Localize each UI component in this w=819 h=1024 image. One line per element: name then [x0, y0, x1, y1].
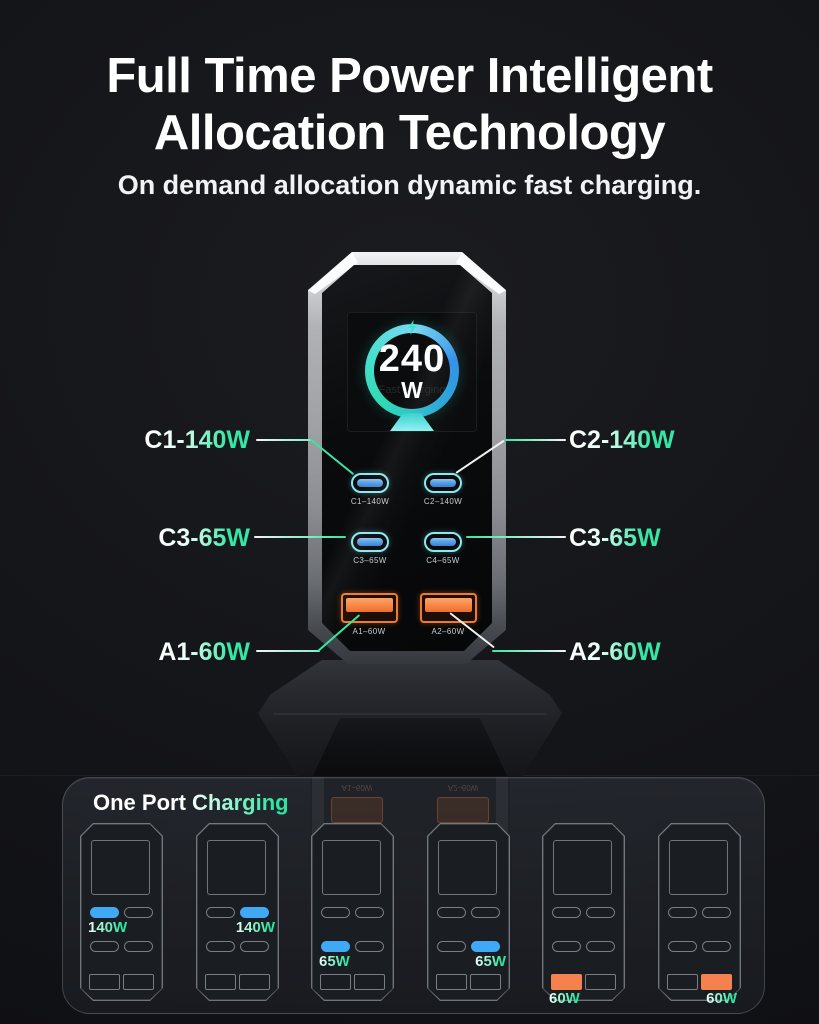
page-title: Full Time Power Intelligent Allocation T…: [0, 48, 819, 162]
mini-usbc-port: [437, 907, 466, 918]
display-faint-label: Fast charging: [378, 384, 446, 396]
panel-title-white: One Port: [93, 790, 193, 815]
mini-usbc-port: [124, 907, 153, 918]
mini-usbc-port-active: [471, 941, 500, 952]
mini-charger-screen: [553, 840, 612, 895]
mini-usba-port: [585, 974, 616, 990]
mini-usbc-port: [90, 941, 119, 952]
usbc-port-c4: [424, 532, 462, 552]
mini-usbc-port: [668, 941, 697, 952]
mini-usbc-port: [586, 941, 615, 952]
mini-usbc-port: [668, 907, 697, 918]
mini-usba-port-active: [551, 974, 582, 990]
port-label-c3: C3–65W: [353, 556, 387, 565]
mini-charger-screen: [91, 840, 150, 895]
title-line-1: Full Time Power Intelligent: [106, 49, 713, 103]
callout-label-c2: C2-140W: [569, 426, 675, 454]
mini-watt-label: 140W: [88, 919, 128, 936]
callout-line: [466, 536, 566, 538]
mini-usba-port: [89, 974, 120, 990]
mini-usbc-port: [206, 907, 235, 918]
callout-label-c1: C1-140W: [144, 426, 250, 454]
mini-usbc-port: [437, 941, 466, 952]
usbc-port-c1: [351, 473, 389, 493]
stand-ridge: [273, 713, 547, 716]
mini-usbc-port: [586, 907, 615, 918]
mini-usbc-port: [355, 941, 384, 952]
mini-charger-c1: 140W: [80, 823, 163, 1001]
mini-watt-label: 140W: [235, 919, 275, 936]
callout-label-a1: A1-60W: [158, 638, 250, 666]
one-port-charging-panel: One Port Charging 140W 140W: [62, 777, 765, 1014]
mini-usba-port: [470, 974, 501, 990]
display-watts-value: 240: [378, 338, 446, 380]
mini-watt-label: 65W: [319, 953, 350, 970]
mini-usba-port: [667, 974, 698, 990]
mini-usbc-port: [124, 941, 153, 952]
lightning-icon: [348, 320, 476, 340]
usbc-port-c3: [351, 532, 389, 552]
port-label-c2: C2–140W: [423, 497, 463, 506]
mini-charger-screen: [322, 840, 381, 895]
mini-usbc-port-active: [240, 907, 269, 918]
display-watts-unit: W: [401, 377, 423, 403]
mini-usba-port: [320, 974, 351, 990]
callout-line: [256, 650, 320, 652]
mini-usba-port: [354, 974, 385, 990]
mini-usbc-port: [355, 907, 384, 918]
mini-charger-c2: 140W: [196, 823, 279, 1001]
title-line-2: Allocation Technology: [153, 106, 666, 160]
mini-usbc-port-active: [321, 941, 350, 952]
port-label-c1: C1–140W: [350, 497, 390, 506]
callout-line: [254, 536, 346, 538]
mini-usba-port-active: [701, 974, 732, 990]
mini-usba-port: [239, 974, 270, 990]
panel-title: One Port Charging: [93, 790, 289, 816]
usba-port-a1: [341, 593, 398, 623]
mini-usbc-port: [471, 907, 500, 918]
callout-label-a2: A2-60W: [569, 638, 661, 666]
mini-usba-port: [205, 974, 236, 990]
callout-line: [492, 650, 566, 652]
mini-charger-screen: [669, 840, 728, 895]
mini-usba-port: [436, 974, 467, 990]
reflection-usba-port: [437, 797, 489, 823]
reflection-usba-port: [331, 797, 383, 823]
usbc-port-c2: [424, 473, 462, 493]
mini-watt-label: 60W: [549, 990, 580, 1007]
mini-watt-label: 65W: [475, 953, 506, 970]
callout-label-c3-left: C3-65W: [158, 524, 250, 552]
mini-usbc-port: [702, 941, 731, 952]
mini-usbc-port: [206, 941, 235, 952]
panel-title-green: Charging: [192, 790, 289, 815]
mini-charger-screen: [438, 840, 497, 895]
usba-port-a2: [420, 593, 477, 623]
charger-stand: [258, 660, 562, 776]
mini-watt-label: 60W: [706, 990, 737, 1007]
mini-usba-port: [123, 974, 154, 990]
mini-charger-a2: 60W: [658, 823, 741, 1007]
mini-usbc-port: [552, 907, 581, 918]
mini-usbc-port-active: [90, 907, 119, 918]
mini-charger-screen: [207, 840, 266, 895]
mini-usbc-port: [702, 907, 731, 918]
port-label-c4: C4–65W: [426, 556, 460, 565]
mini-usbc-port: [321, 907, 350, 918]
mini-charger-a1: 60W: [542, 823, 625, 1007]
device-front-face: Fast charging 240 W C1–140W C2–140W C3–6…: [322, 265, 492, 651]
mini-usbc-port: [552, 941, 581, 952]
callout-label-c3-right: C3-65W: [569, 524, 661, 552]
mini-usbc-port: [240, 941, 269, 952]
callout-line: [256, 439, 312, 441]
stand-front-facet: [312, 718, 508, 776]
mini-charger-c3: 65W: [311, 823, 394, 1001]
page-subtitle: On demand allocation dynamic fast chargi…: [117, 170, 702, 200]
callout-line: [504, 439, 566, 441]
gauge-pointer: [390, 413, 434, 431]
charger-device: Fast charging 240 W C1–140W C2–140W C3–6…: [308, 252, 506, 664]
mini-charger-c4: 65W: [427, 823, 510, 1001]
device-display: Fast charging 240 W: [347, 312, 477, 432]
